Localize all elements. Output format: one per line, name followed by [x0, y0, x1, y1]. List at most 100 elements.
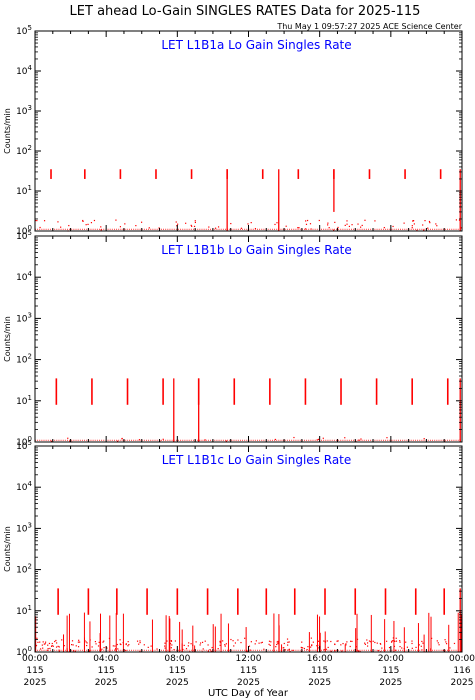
- baseline-point: [346, 439, 348, 441]
- noise-point: [187, 645, 189, 647]
- baseline-point: [378, 649, 380, 651]
- baseline-point: [274, 439, 276, 441]
- baseline-point: [71, 649, 73, 651]
- noise-point: [333, 229, 335, 231]
- baseline-point: [415, 649, 416, 651]
- y-tick-exponent: 1: [28, 184, 32, 192]
- baseline-point: [239, 649, 241, 651]
- noise-point: [158, 227, 160, 229]
- baseline-point: [137, 649, 139, 651]
- noise-point: [60, 226, 62, 228]
- baseline-point: [402, 228, 404, 230]
- plot-frame: [34, 445, 463, 653]
- noise-point: [120, 643, 122, 646]
- baseline-point: [368, 228, 369, 230]
- y-tick-exponent: 4: [28, 480, 33, 488]
- baseline-point: [340, 228, 342, 230]
- y-tick-label: 101: [16, 394, 32, 407]
- baseline-point: [186, 649, 188, 651]
- noise-point: [286, 638, 289, 640]
- baseline-point: [321, 649, 322, 651]
- baseline-point: [150, 649, 152, 651]
- baseline-point: [67, 649, 68, 651]
- baseline-point: [457, 439, 459, 441]
- baseline-point: [92, 649, 94, 651]
- noise-point: [247, 223, 249, 225]
- noise-point: [88, 650, 90, 652]
- baseline-point: [361, 228, 363, 230]
- x-tick-label-year: 2025: [237, 678, 260, 688]
- baseline-point: [41, 228, 43, 230]
- noise-point: [377, 650, 379, 652]
- noise-point: [380, 643, 382, 645]
- noise-point: [219, 644, 221, 646]
- baseline-point: [286, 439, 288, 441]
- noise-point: [449, 647, 451, 649]
- y-tick-label: 100: [16, 435, 32, 448]
- noise-point: [170, 647, 172, 649]
- baseline-point: [116, 228, 118, 230]
- x-axis-label: UTC Day of Year: [208, 688, 289, 699]
- x-tick-label-time: 20:00: [378, 654, 404, 664]
- baseline-point: [165, 649, 167, 651]
- baseline-point: [81, 649, 83, 651]
- baseline-point: [397, 228, 399, 230]
- noise-point: [269, 644, 271, 646]
- x-tick-label-year: 2025: [166, 678, 189, 688]
- noise-point: [204, 439, 206, 441]
- noise-point: [301, 641, 303, 643]
- baseline-point: [263, 649, 265, 651]
- baseline-point: [312, 649, 314, 651]
- baseline-point: [146, 439, 147, 441]
- baseline-point: [171, 649, 173, 651]
- noise-point: [50, 440, 53, 442]
- noise-point: [36, 219, 38, 222]
- noise-point: [405, 641, 407, 643]
- baseline-point: [156, 439, 158, 441]
- baseline-point: [201, 228, 203, 230]
- noise-point: [250, 222, 252, 224]
- noise-point: [191, 225, 193, 227]
- baseline-point: [124, 439, 126, 441]
- noise-point: [114, 649, 116, 651]
- noise-point: [41, 644, 43, 646]
- x-tick-label-year: 2025: [379, 678, 402, 688]
- noise-point: [289, 650, 291, 653]
- noise-point: [436, 640, 438, 642]
- noise-point: [194, 220, 196, 222]
- baseline-point: [90, 439, 92, 441]
- noise-point: [345, 644, 347, 646]
- baseline-point: [133, 439, 135, 441]
- noise-point: [334, 221, 336, 223]
- baseline-point: [429, 439, 431, 441]
- y-tick-label: 103: [16, 104, 32, 117]
- baseline-point: [286, 649, 288, 651]
- baseline-point: [340, 439, 342, 441]
- noise-point: [445, 643, 448, 645]
- noise-point: [35, 645, 37, 648]
- baseline-point: [415, 439, 416, 441]
- baseline-point: [128, 439, 130, 441]
- baseline-point: [216, 228, 218, 230]
- baseline-point: [190, 439, 192, 441]
- baseline-point: [118, 228, 120, 230]
- baseline-point: [182, 439, 184, 441]
- baseline-point: [451, 228, 453, 230]
- baseline-point: [259, 439, 261, 441]
- baseline-point: [69, 228, 71, 230]
- baseline-point: [178, 649, 179, 651]
- baseline-point: [331, 439, 333, 441]
- x-tick-label-year: 2025: [451, 678, 474, 688]
- noise-point: [246, 650, 248, 652]
- noise-point: [214, 227, 217, 229]
- noise-point: [164, 647, 166, 649]
- baseline-point: [205, 649, 207, 651]
- noise-point: [388, 647, 391, 649]
- noise-point: [422, 224, 424, 226]
- noise-point: [75, 645, 77, 647]
- noise-point: [427, 227, 429, 229]
- y-tick-base: 10: [16, 107, 28, 117]
- baseline-point: [365, 439, 367, 441]
- baseline-point: [188, 439, 190, 441]
- baseline-point: [325, 228, 327, 230]
